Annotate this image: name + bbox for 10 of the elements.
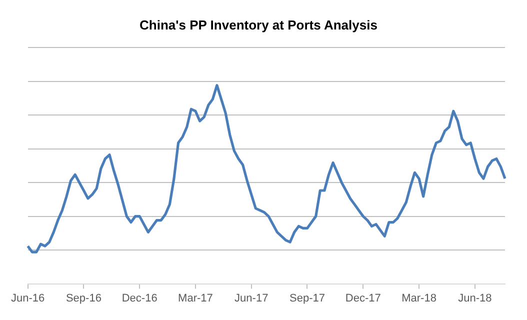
x-tick-label: Jun-17	[234, 292, 268, 304]
x-tick-label: Dec-17	[345, 292, 381, 304]
x-tick-label: Sep-17	[290, 292, 325, 304]
x-tick-label: Jun-18	[458, 292, 492, 304]
x-tick-label: Mar-18	[402, 292, 436, 304]
x-tick-label: Dec-16	[122, 292, 158, 304]
x-tick-label: Sep-16	[66, 292, 102, 304]
x-tick-label: Jun-16	[10, 292, 45, 304]
x-tick-label: Mar-17	[178, 292, 213, 304]
chart-title: China's PP Inventory at Ports Analysis	[140, 17, 378, 32]
